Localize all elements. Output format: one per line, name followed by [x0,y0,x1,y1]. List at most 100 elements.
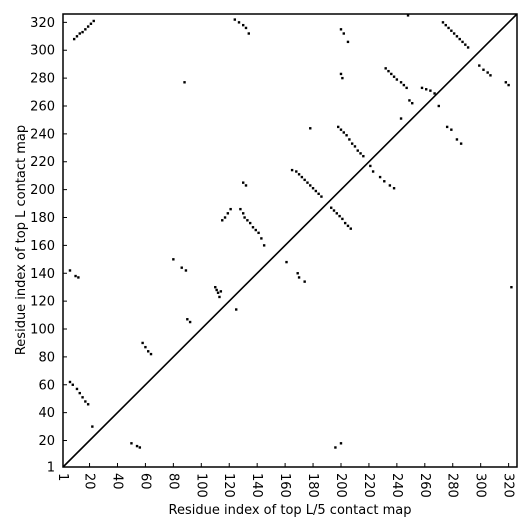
x-tick-label: 1 [55,473,70,481]
contact-point [86,403,90,406]
contact-point [507,83,510,87]
contact-point [362,154,365,158]
contact-point [242,181,245,184]
contact-point [346,224,350,228]
contact-point [216,291,220,294]
x-tick-label: 60 [137,473,152,490]
y-axis-title: Residue index of top L contact map [14,125,29,355]
contact-point [84,28,87,31]
contact-point [243,216,246,219]
contact-point [297,173,301,176]
contact-point [384,67,387,70]
contact-point [339,128,343,131]
contact-points [68,14,513,449]
x-tick-label: 100 [193,473,208,498]
x-axis-title: Residue index of top L/5 contact map [169,503,412,518]
contact-point [311,187,315,190]
contact-point [248,221,252,225]
contact-point [459,142,463,145]
contact-point [300,175,304,179]
y-tick-label: 40 [38,406,55,421]
contact-point [342,131,345,134]
contact-point [242,23,245,27]
contact-point [338,214,341,218]
y-tick-label: 160 [30,239,55,254]
contact-point [303,280,306,283]
contact-point [445,125,449,129]
contact-point [392,187,396,190]
contact-point [433,92,436,95]
contact-point [341,76,344,80]
contact-point [290,168,294,172]
x-tick-label: 140 [249,473,264,498]
contact-point [295,170,298,173]
x-tick-label: 220 [361,473,376,498]
contact-point [392,75,396,78]
contact-point [334,446,337,449]
contact-point [349,227,352,230]
contact-point [68,269,72,272]
x-tick-label: 200 [333,473,348,498]
y-tick-label: 260 [30,99,55,114]
contact-point [244,26,248,30]
contact-point [387,69,390,73]
y-tick-label: 1 [47,461,55,476]
x-tick-label: 280 [445,473,460,498]
contact-point [371,170,375,173]
contact-point [262,244,266,247]
contact-point [247,32,250,35]
contact-point [303,178,306,182]
contact-point [130,442,133,445]
contact-point [369,164,372,168]
contact-point [242,212,245,215]
contact-point [489,74,492,77]
contact-point [75,35,79,38]
contact-point [458,37,461,41]
contact-point [239,207,242,211]
x-tick-label: 20 [82,473,97,490]
contact-point [452,32,456,35]
contact-point [402,83,406,87]
y-tick-label: 200 [30,183,55,198]
contact-point [72,37,76,41]
contact-point [353,145,357,148]
contact-point [214,285,217,289]
contact-point [81,396,84,399]
contact-point [244,184,248,187]
y-tick-label: 60 [38,378,55,393]
contact-point [257,231,260,235]
contact-point [218,295,221,299]
contact-point [447,26,450,30]
x-tick-label: 320 [501,473,516,498]
contact-point [429,89,432,92]
contact-point [215,288,218,292]
contact-point [504,81,508,84]
contact-point [147,350,150,353]
x-tick-label: 180 [305,473,320,498]
y-axis: 1204060801001201401601802002202402602803… [30,16,67,476]
x-tick-label: 80 [165,473,180,490]
contact-point [306,181,309,184]
contact-point [411,102,414,105]
contact-point [91,425,94,428]
contact-point [346,40,350,44]
plot-area [62,13,518,468]
contact-point [482,68,485,71]
contact-point [510,285,513,289]
contact-point [343,221,347,225]
y-tick-label: 100 [30,323,55,338]
contact-point [339,28,343,31]
contact-point [317,192,320,196]
y-tick-label: 80 [38,350,55,365]
contact-point [320,195,323,198]
contact-point [78,391,81,395]
contact-point [233,18,237,21]
y-tick-label: 240 [30,127,55,142]
contact-point [425,88,428,91]
contact-point [478,64,481,67]
contact-point [450,29,453,32]
contact-point [77,276,80,279]
contact-point [339,442,343,445]
contact-point [342,32,345,35]
